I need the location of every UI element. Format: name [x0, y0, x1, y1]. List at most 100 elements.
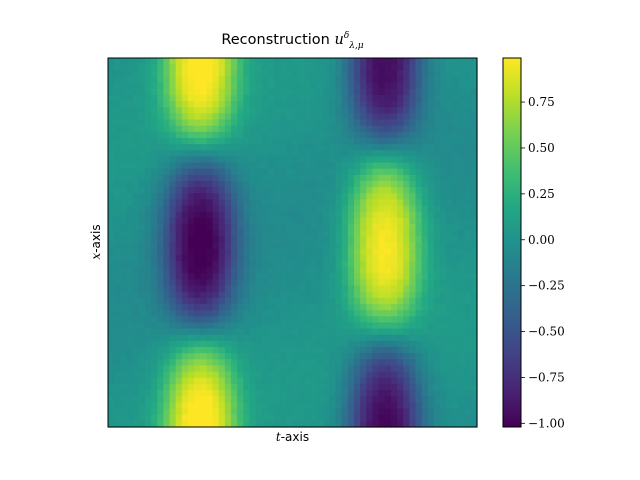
heatmap-cell: [354, 408, 361, 416]
heatmap-cell: [433, 82, 441, 90]
heatmap-cell: [310, 304, 318, 311]
heatmap-cell: [397, 58, 404, 65]
heatmap-cell: [126, 58, 134, 65]
heatmap-cell: [421, 76, 429, 84]
heatmap-cell: [310, 82, 318, 90]
heatmap-cell: [243, 236, 251, 244]
heatmap-cell: [458, 353, 466, 360]
heatmap-cell: [433, 353, 441, 360]
heatmap-cell: [372, 156, 380, 164]
heatmap-cell: [427, 76, 435, 84]
heatmap-cell: [427, 254, 435, 262]
heatmap-cell: [280, 279, 287, 287]
heatmap-cell: [218, 236, 226, 244]
heatmap-cell: [304, 137, 312, 145]
heatmap-cell: [354, 119, 361, 127]
heatmap-cell: [298, 316, 306, 324]
heatmap-cell: [292, 224, 300, 231]
heatmap-cell: [218, 328, 226, 336]
heatmap-cell: [372, 267, 380, 274]
heatmap-cell: [292, 402, 300, 410]
heatmap-cell: [323, 304, 330, 311]
heatmap-cell: [440, 107, 447, 114]
heatmap-cell: [292, 359, 300, 367]
heatmap-cell: [132, 76, 140, 84]
heatmap-cell: [163, 162, 171, 170]
heatmap-cell: [181, 316, 189, 324]
heatmap-cell: [181, 174, 189, 182]
heatmap-cell: [181, 402, 189, 410]
heatmap-cell: [304, 181, 312, 188]
heatmap-cell: [304, 248, 312, 256]
heatmap-cell: [243, 353, 251, 360]
heatmap-cell: [433, 88, 441, 96]
heatmap-cell: [126, 291, 134, 299]
heatmap-cell: [458, 199, 466, 207]
heatmap-cell: [151, 64, 158, 71]
heatmap-cell: [274, 224, 281, 231]
heatmap-cell: [261, 347, 269, 354]
heatmap-cell: [187, 359, 195, 367]
heatmap-cell: [347, 137, 355, 145]
heatmap-cell: [440, 205, 447, 213]
heatmap-cell: [187, 347, 195, 354]
heatmap-cell: [181, 365, 189, 373]
heatmap-cell: [224, 162, 232, 170]
heatmap-cell: [126, 88, 134, 96]
heatmap-cell: [237, 414, 244, 422]
heatmap-cell: [304, 101, 312, 108]
heatmap-cell: [323, 383, 330, 391]
heatmap-cell: [261, 254, 269, 262]
heatmap-cell: [114, 334, 121, 342]
heatmap-cell: [261, 304, 269, 311]
heatmap-cell: [231, 297, 238, 305]
heatmap-cell: [120, 267, 128, 274]
heatmap-cell: [421, 347, 429, 354]
heatmap-cell: [194, 353, 201, 360]
heatmap-cell: [255, 322, 263, 330]
heatmap-cell: [255, 279, 263, 287]
heatmap-cell: [427, 224, 435, 231]
heatmap-cell: [323, 402, 330, 410]
heatmap-cell: [144, 414, 152, 422]
heatmap-cell: [126, 107, 134, 114]
heatmap-cell: [243, 113, 251, 121]
heatmap-cell: [409, 408, 417, 416]
heatmap-cell: [317, 396, 324, 403]
heatmap-cell: [384, 187, 392, 194]
heatmap-cell: [470, 267, 478, 274]
heatmap-cell: [151, 70, 158, 78]
heatmap-cell: [446, 76, 453, 84]
heatmap-cell: [157, 316, 164, 324]
heatmap-cell: [108, 76, 115, 84]
heatmap-cell: [310, 396, 318, 403]
heatmap-cell: [329, 236, 337, 244]
heatmap-cell: [427, 365, 435, 373]
heatmap-cell: [403, 58, 410, 65]
heatmap-cell: [433, 408, 441, 416]
heatmap-cell: [187, 377, 195, 385]
heatmap-cell: [138, 353, 146, 360]
heatmap-cell: [397, 396, 404, 403]
heatmap-cell: [255, 248, 263, 256]
heatmap-cell: [384, 377, 392, 385]
heatmap-cell: [372, 260, 380, 268]
heatmap-cell: [151, 125, 158, 133]
heatmap-cell: [261, 310, 269, 317]
heatmap-cell: [397, 390, 404, 397]
heatmap-cell: [187, 273, 195, 280]
heatmap-cell: [335, 297, 343, 305]
heatmap-cell: [335, 328, 343, 336]
heatmap-cell: [317, 88, 324, 96]
heatmap-cell: [224, 94, 232, 102]
heatmap-cell: [181, 107, 189, 114]
heatmap-cell: [194, 125, 201, 133]
heatmap-cell: [470, 125, 478, 133]
heatmap-cell: [212, 273, 220, 280]
heatmap-cell: [120, 137, 128, 145]
heatmap-cell: [237, 119, 244, 127]
heatmap-cell: [200, 297, 207, 305]
heatmap-cell: [452, 371, 460, 379]
heatmap-cell: [163, 353, 171, 360]
heatmap-cell: [261, 408, 269, 416]
